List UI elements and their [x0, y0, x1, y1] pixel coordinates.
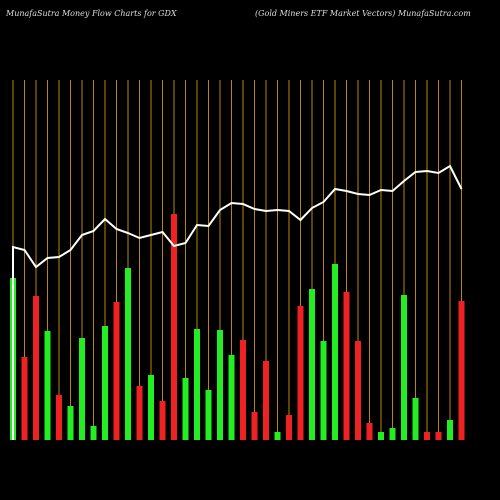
line — [12, 164, 463, 440]
bar — [228, 355, 235, 440]
bar — [240, 340, 246, 440]
bar — [217, 330, 223, 440]
bar — [447, 420, 453, 440]
bar — [44, 331, 51, 440]
bar — [182, 378, 189, 440]
bar — [389, 428, 396, 440]
bar — [366, 423, 373, 440]
bar — [113, 302, 120, 440]
bar — [401, 295, 407, 440]
bar — [297, 306, 304, 440]
bar — [21, 357, 28, 440]
bar — [343, 292, 350, 440]
bar — [205, 390, 212, 440]
bar — [171, 214, 177, 440]
bar — [67, 406, 74, 440]
bar — [148, 375, 154, 440]
bar — [320, 341, 327, 440]
bar — [56, 395, 62, 440]
bar — [102, 326, 108, 440]
bar — [159, 401, 166, 440]
bar — [412, 398, 419, 440]
bar — [33, 296, 39, 440]
bar — [309, 289, 315, 440]
bar — [286, 415, 292, 440]
bar — [79, 338, 85, 440]
bar — [90, 426, 97, 440]
bar — [458, 301, 465, 440]
bar — [136, 386, 143, 440]
chart-subtitle: (Gold Miners ETF Market Vectors) MunafaS… — [255, 9, 471, 18]
bar — [355, 341, 361, 440]
bar — [251, 412, 258, 440]
bar — [125, 268, 131, 440]
bar — [263, 361, 269, 440]
bar — [424, 432, 430, 440]
chart-title: MunafaSutra Money Flow Charts for GDX — [5, 9, 177, 18]
bar — [378, 432, 384, 440]
bar — [194, 329, 200, 440]
bar — [274, 432, 281, 440]
bar — [332, 264, 338, 440]
bar — [435, 432, 442, 440]
